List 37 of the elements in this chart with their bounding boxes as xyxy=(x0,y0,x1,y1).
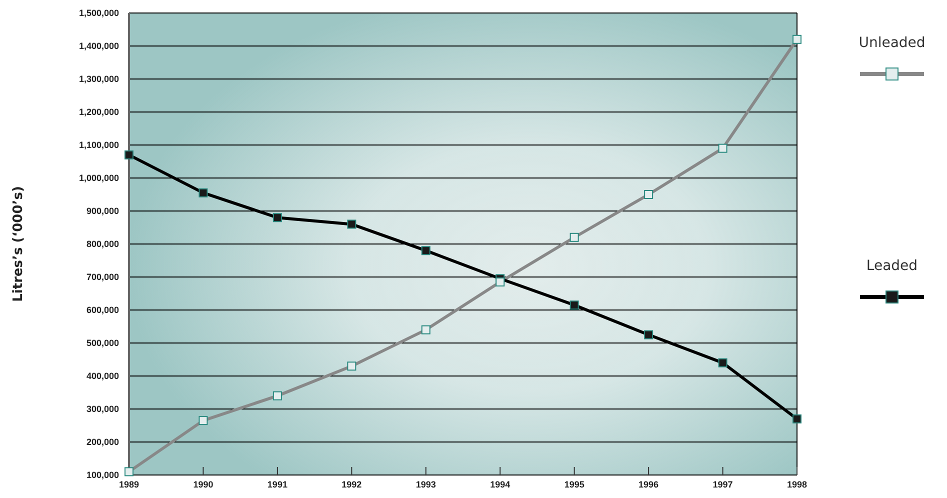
point xyxy=(272,213,282,222)
y-tick-label: 900,000 xyxy=(86,206,119,216)
x-tick-label: 1989 xyxy=(118,479,140,490)
y-tick-label: 1,400,000 xyxy=(78,40,119,51)
y-tick-label: 1,300,000 xyxy=(78,74,119,84)
x-tick-label: 1994 xyxy=(490,479,510,490)
x-tick-label: 1995 xyxy=(564,479,584,490)
point xyxy=(347,220,356,229)
y-tick-label: 1,200,000 xyxy=(78,106,119,117)
y-tick-label: 200,000 xyxy=(86,436,119,447)
point xyxy=(792,414,802,424)
y-tick-label: 1,000,000 xyxy=(78,172,119,183)
text: Unleaded xyxy=(858,35,926,51)
y-tick-label: 1,100,000 xyxy=(78,140,119,150)
point xyxy=(570,300,579,310)
x-tick-label: 1991 xyxy=(267,479,288,490)
point xyxy=(644,330,654,340)
x-tick-label: 1996 xyxy=(638,479,659,490)
x-tick-label: 1992 xyxy=(342,479,362,490)
point xyxy=(198,188,208,198)
y-tick-label: 500,000 xyxy=(86,338,119,348)
y-tick-label: 400,000 xyxy=(86,370,119,381)
x-tick-label: 1993 xyxy=(416,479,436,490)
y-tick-label: 1,500,000 xyxy=(78,8,119,18)
y-axis-title: Litres’s (‘000’s) xyxy=(11,186,26,302)
point xyxy=(718,358,728,368)
point xyxy=(124,150,134,160)
x-tick-label: 1998 xyxy=(786,479,808,490)
point xyxy=(421,246,430,256)
y-tick-label: 700,000 xyxy=(86,272,119,282)
y-tick-label: 600,000 xyxy=(86,304,119,315)
y-tick-label: 300,000 xyxy=(86,404,119,414)
x-tick-label: 1997 xyxy=(712,479,733,490)
text: Leaded xyxy=(866,258,918,274)
x-tick-label: 1990 xyxy=(193,479,214,490)
y-tick-label: 100,000 xyxy=(86,470,119,480)
y-tick-label: 800,000 xyxy=(86,238,119,249)
